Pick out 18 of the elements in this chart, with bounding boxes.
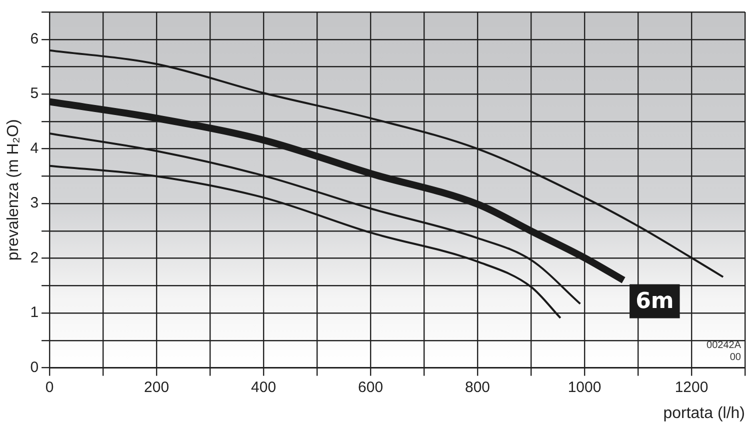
y-tick-label: 6: [30, 30, 39, 48]
x-tick-label: 0: [45, 378, 54, 396]
y-tick-label: 0: [30, 358, 39, 376]
x-tick-label: 600: [358, 378, 384, 396]
y-tick-label: 1: [30, 304, 39, 322]
y-axis-title: prevalenza (m H₂O): [5, 119, 22, 261]
y-tick-label: 2: [30, 249, 39, 266]
x-tick-label: 400: [251, 378, 276, 396]
x-tick-label: 200: [144, 378, 170, 396]
annotation: 00242A 00: [706, 340, 742, 363]
y-tick-label: 3: [30, 194, 39, 212]
x-axis-title: portata (l/h): [663, 404, 745, 422]
y-tick-label: 5: [30, 85, 39, 102]
x-tick-label: 800: [465, 378, 490, 396]
series-label: 6m: [636, 288, 674, 314]
x-tick-label: 1000: [568, 378, 602, 396]
x-tick-label: 1200: [674, 378, 708, 396]
y-tick-label: 4: [30, 140, 39, 157]
